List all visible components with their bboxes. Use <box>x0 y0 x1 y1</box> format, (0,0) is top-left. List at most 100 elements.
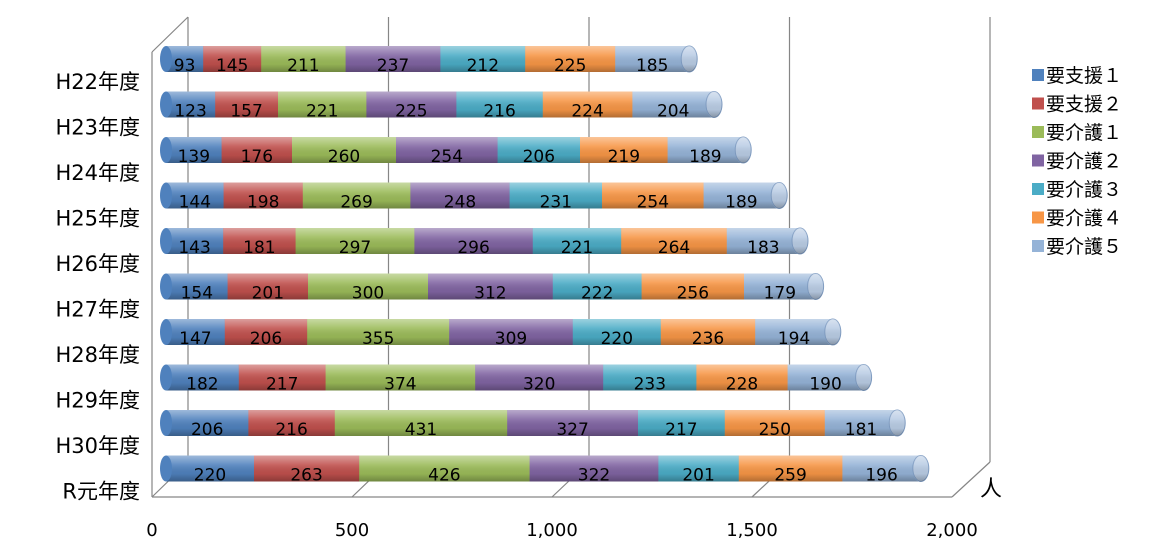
data-label: 190 <box>809 375 841 395</box>
legend-item[interactable]: 要介護４ <box>1032 208 1122 230</box>
legend[interactable]: 要支援１ 要支援２ 要介護１ 要介護２ 要介護３ 要介護４ 要介護５ <box>1032 65 1122 258</box>
legend-label: 要支援２ <box>1046 94 1122 116</box>
data-label: 154 <box>181 284 213 304</box>
legend-item[interactable]: 要介護３ <box>1032 179 1122 201</box>
bar-segment-shade <box>525 46 616 72</box>
bar-row-4: 143 181 297 296 221 264 183 <box>160 227 809 258</box>
data-label: 355 <box>362 329 394 349</box>
data-label: 254 <box>637 193 669 213</box>
bar-segment-shade <box>215 91 279 118</box>
category-label: H28年度 <box>55 343 140 367</box>
bar-segment-shade <box>632 91 715 118</box>
legend-item[interactable]: 要支援２ <box>1032 94 1122 116</box>
data-label: 250 <box>759 420 791 440</box>
bar-left-cap <box>160 228 172 254</box>
legend-item[interactable]: 要支援１ <box>1032 65 1122 87</box>
bar-row-1: 123 157 221 225 216 224 204 <box>160 91 723 122</box>
bar-segment-shade <box>302 182 411 209</box>
data-label: 219 <box>608 147 640 167</box>
bar-segment-shade <box>507 410 639 436</box>
bar-segment-shade <box>308 273 429 300</box>
data-label: 144 <box>179 193 211 213</box>
data-label: 426 <box>428 466 460 486</box>
x-axis-tick-labels: 0 500 1,000 1,500 2,000 <box>146 520 977 541</box>
data-label: 216 <box>275 420 307 440</box>
x-tick-label: 0 <box>146 520 157 541</box>
data-label: 194 <box>778 329 810 349</box>
bar-segment-shade <box>254 455 360 482</box>
bar-segment-shade <box>334 410 508 436</box>
bar-end-cap-shade <box>912 455 929 482</box>
bar-segment-shade <box>238 364 327 391</box>
bar-row-7: 182 217 374 320 233 228 190 <box>160 364 873 395</box>
data-label: 296 <box>457 238 489 258</box>
x-tick-label: 500 <box>335 520 369 541</box>
bar-segment-shade <box>532 228 622 254</box>
bar-row-0: 93 145 211 237 212 225 185 <box>160 45 698 76</box>
data-label: 221 <box>306 102 338 122</box>
bar-end-cap-shade <box>824 319 841 345</box>
bar-end-cap-shade <box>855 364 872 391</box>
top-left-diagonal <box>151 16 189 53</box>
bar-left-cap <box>160 410 172 436</box>
data-label: 269 <box>340 193 372 213</box>
data-label: 189 <box>689 147 721 167</box>
legend-item[interactable]: 要介護１ <box>1032 122 1122 144</box>
legend-swatch <box>1032 97 1044 110</box>
data-label: 220 <box>194 466 226 486</box>
bar-segment-shade <box>166 228 224 254</box>
data-label: 93 <box>174 56 196 76</box>
data-label: 185 <box>636 56 668 76</box>
bar-segment-shade <box>221 137 293 163</box>
bar-row-3: 144 198 269 248 231 254 189 <box>160 182 788 213</box>
data-label: 309 <box>495 329 527 349</box>
category-label: H25年度 <box>55 207 140 231</box>
bar-segment-shade <box>223 182 304 209</box>
data-label: 145 <box>216 56 248 76</box>
category-labels: H22年度 H23年度 H24年度 H25年度 H26年度 H27年度 H28年度 H29年度… <box>55 70 140 504</box>
data-label: 259 <box>774 466 806 486</box>
legend-item[interactable]: 要介護２ <box>1032 151 1122 173</box>
bar-segment-shade <box>660 319 756 345</box>
x-tick-label: 2,000 <box>926 520 978 541</box>
floor-right-diagonal <box>951 461 991 498</box>
data-label: 260 <box>328 147 360 167</box>
bar-segment-shade <box>166 91 216 118</box>
bar-row-8: 206 216 431 327 217 250 181 <box>160 409 906 440</box>
bar-end-cap-shade <box>889 410 906 436</box>
data-label: 206 <box>523 147 555 167</box>
bar-segment-shade <box>440 46 526 72</box>
legend-swatch <box>1032 211 1044 224</box>
category-label: H29年度 <box>55 389 140 413</box>
legend-swatch <box>1032 240 1044 252</box>
bar-left-cap <box>160 182 172 209</box>
bar-segment-shade <box>529 455 659 482</box>
bar-segment-shade <box>509 182 603 209</box>
data-label: 123 <box>174 102 206 122</box>
bar-segment-shade <box>224 319 308 345</box>
data-label: 222 <box>581 284 613 304</box>
bar-row-9: 220 263 426 322 201 259 196 <box>160 455 930 486</box>
legend-swatch <box>1032 126 1044 138</box>
bar-left-cap <box>160 455 172 482</box>
bar-segment-shade <box>641 273 745 300</box>
data-label: 312 <box>474 284 506 304</box>
legend-item[interactable]: 要介護５ <box>1032 236 1122 258</box>
data-label: 236 <box>692 329 724 349</box>
bar-segment-shade <box>166 273 229 300</box>
x-tick-label: 1,000 <box>526 520 578 541</box>
bar-segment-shade <box>638 410 726 436</box>
bar-segment-shade <box>307 319 450 345</box>
bar-segment-shade <box>449 319 574 345</box>
data-label: 256 <box>677 284 709 304</box>
bar-segment-shade <box>475 364 604 391</box>
category-label: H24年度 <box>55 161 140 185</box>
bar-end-cap-shade <box>771 182 788 209</box>
data-label: 300 <box>352 284 384 304</box>
bar-segment-shade <box>824 410 898 436</box>
bar-segment-shade <box>414 228 534 254</box>
bar-segment-shade <box>359 455 531 482</box>
bar-segment-shade <box>396 137 499 163</box>
data-label: 212 <box>467 56 499 76</box>
